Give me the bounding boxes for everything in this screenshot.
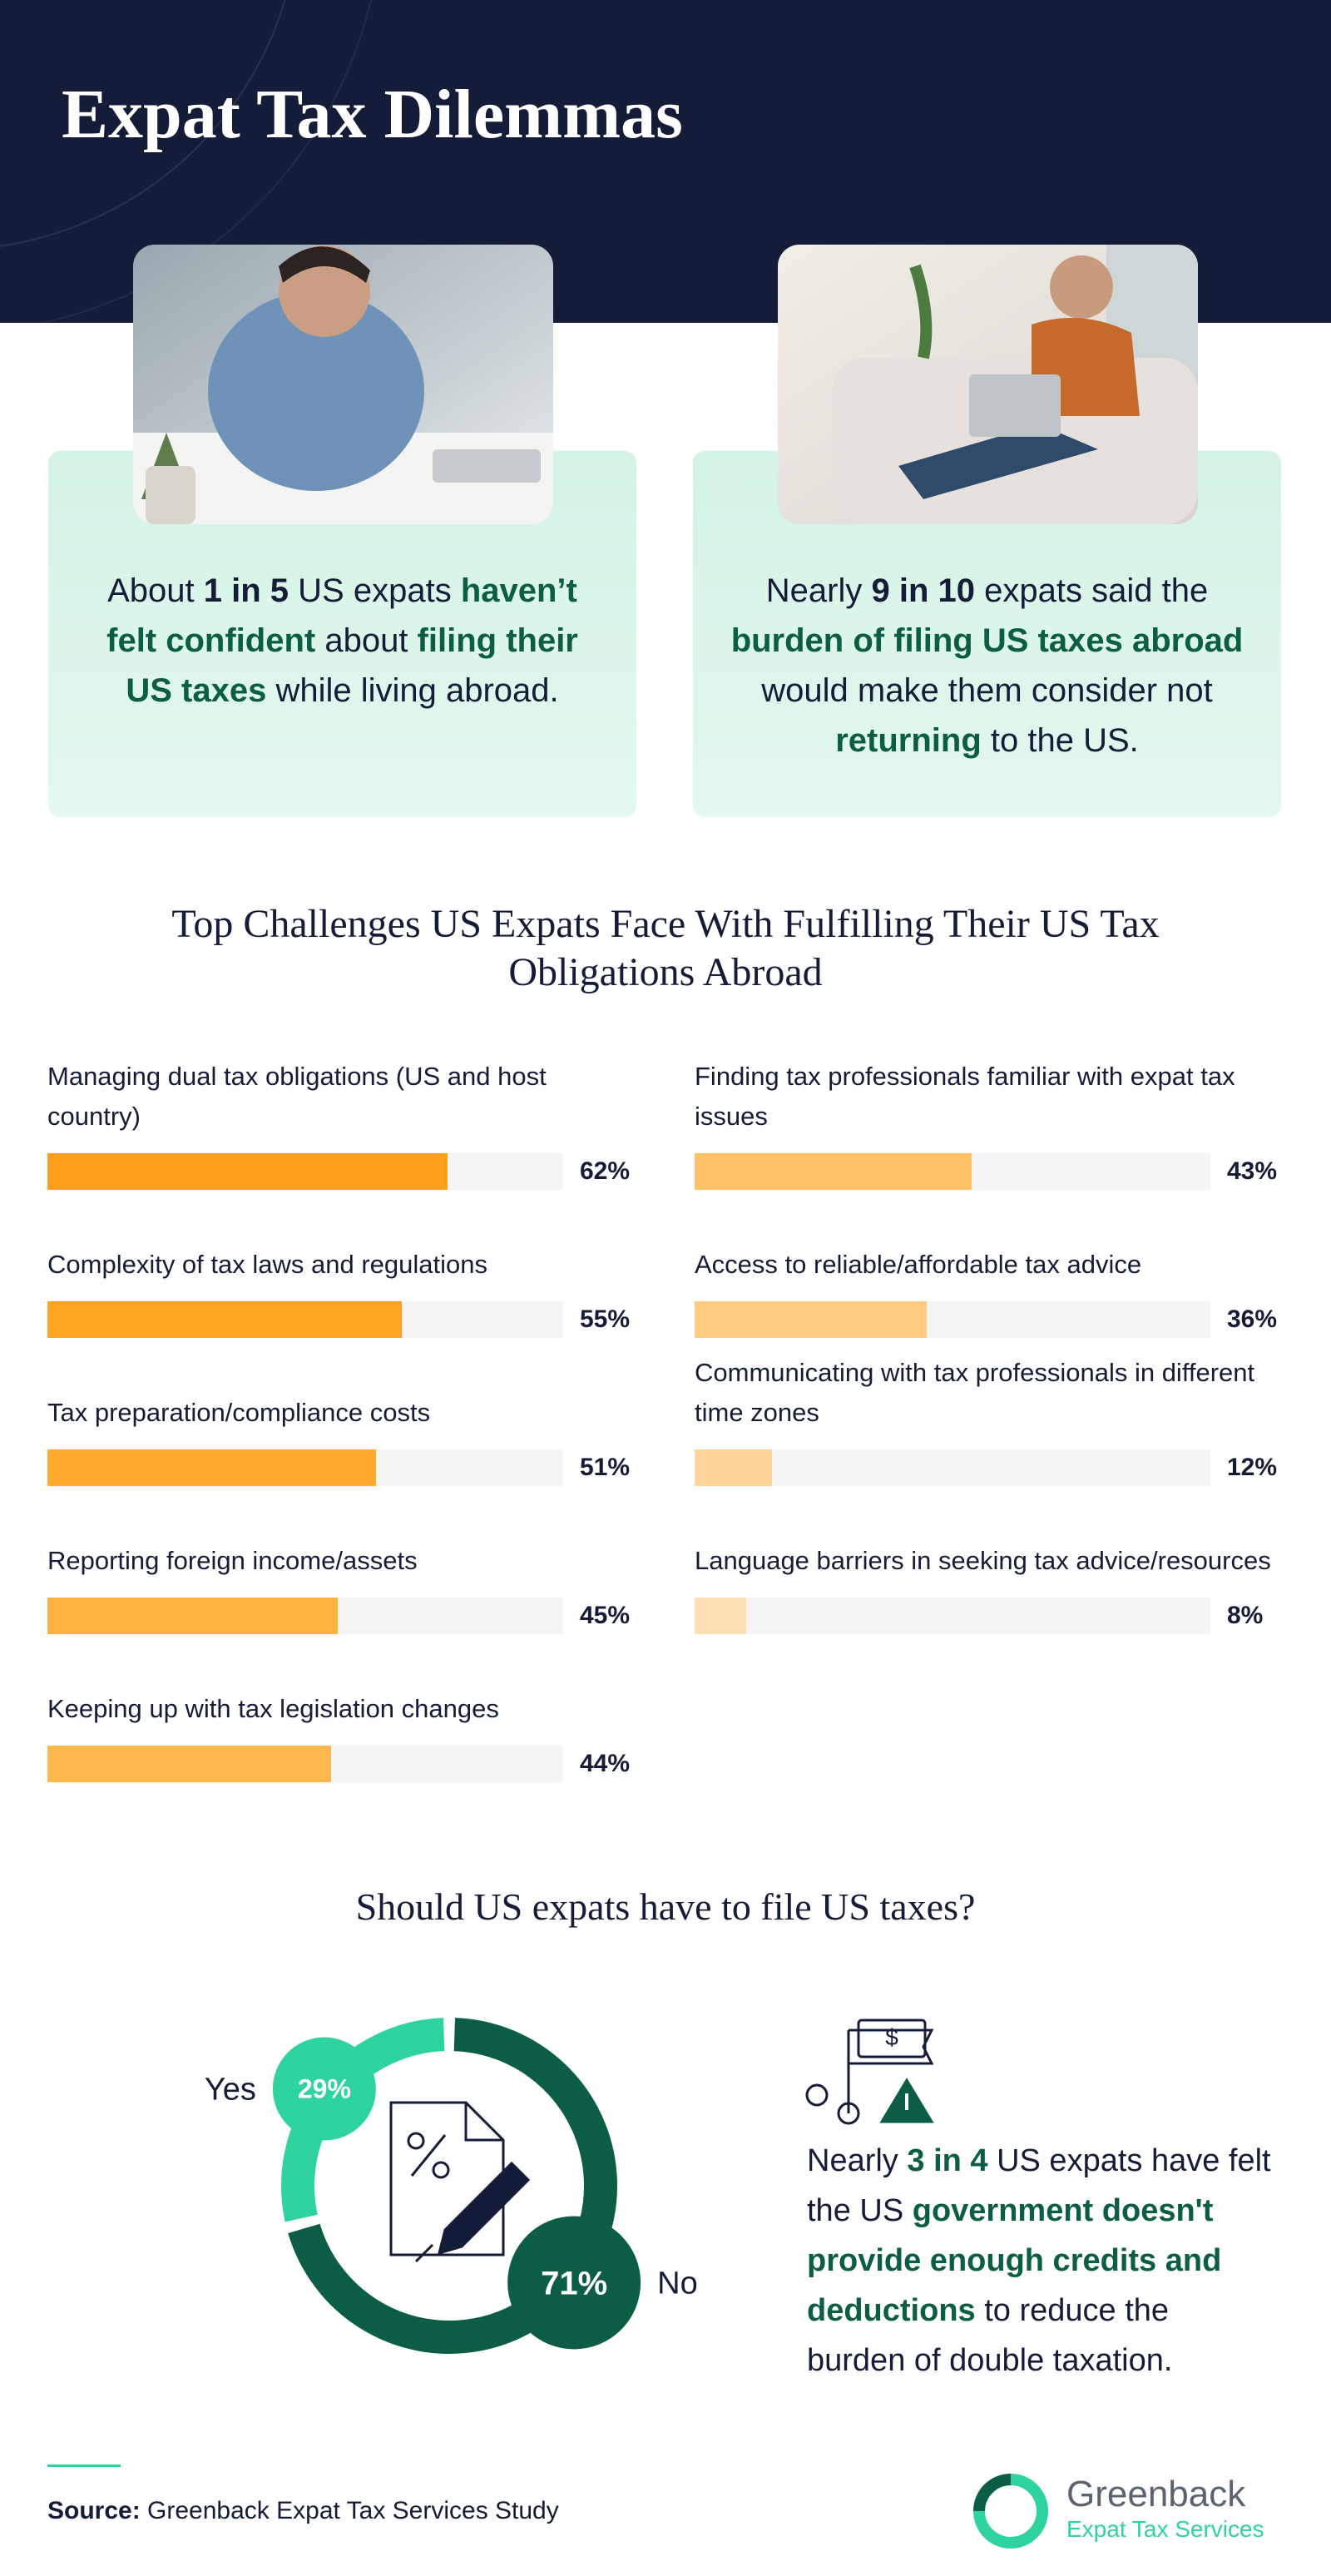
chart-title: Should US expats have to file US taxes? bbox=[355, 1885, 976, 1928]
text-run: expats said the bbox=[975, 572, 1209, 609]
emphasis: 9 in 10 bbox=[871, 572, 976, 609]
value-label: 51% bbox=[580, 1454, 631, 1481]
bar bbox=[47, 1449, 377, 1486]
text-run: Nearly bbox=[765, 572, 872, 609]
bar-label: Keeping up with tax legislation changes bbox=[47, 1694, 499, 1723]
text-run: to reduce the burden of double taxation. bbox=[807, 2293, 1173, 2378]
value-label: 55% bbox=[580, 1305, 631, 1333]
bar bbox=[695, 1301, 927, 1338]
card-text: About 1 in 5 US expats haven’t felt conf… bbox=[82, 566, 603, 716]
value-label: 71% bbox=[541, 2265, 607, 2301]
callout-text: Nearly 3 in 4 US expats have felt the US… bbox=[807, 2136, 1273, 2385]
bar-label: Complexity of tax laws and regulations bbox=[47, 1250, 487, 1279]
emphasis: government doesn't provide enough credit… bbox=[807, 2193, 1222, 2328]
bar-label: Managing dual tax obligations (US and ho… bbox=[47, 1062, 547, 1131]
text-run: Nearly bbox=[807, 2143, 908, 2178]
value-label: 12% bbox=[1227, 1454, 1278, 1481]
bar bbox=[47, 1153, 448, 1190]
source-text: Greenback Expat Tax Services Study bbox=[147, 2497, 559, 2524]
logo-mark bbox=[973, 2474, 1048, 2549]
bar bbox=[47, 1746, 331, 1782]
emphasis: returning bbox=[835, 722, 982, 759]
bar bbox=[695, 1153, 972, 1190]
emphasis: 1 in 5 bbox=[203, 572, 289, 609]
photo bbox=[778, 245, 1198, 524]
text-run: about bbox=[315, 622, 418, 659]
emphasis: filing their US taxes bbox=[126, 622, 578, 709]
bar-label: Tax preparation/compliance costs bbox=[47, 1398, 431, 1427]
money-flag-icon: $ bbox=[805, 2019, 934, 2125]
value-bubble bbox=[507, 2216, 641, 2350]
text-run: while living abroad. bbox=[266, 672, 559, 709]
value-label: 45% bbox=[580, 1602, 631, 1629]
logo-name: Greenback bbox=[1066, 2474, 1246, 2514]
value-label: 8% bbox=[1227, 1602, 1264, 1629]
value-label: 29% bbox=[298, 2074, 351, 2104]
bar-label: Language barriers in seeking tax advice/… bbox=[695, 1546, 1271, 1575]
text-run: About bbox=[107, 572, 204, 609]
bar-label: Communicating with tax professionals in … bbox=[695, 1358, 1255, 1427]
bar-track bbox=[695, 1598, 1210, 1634]
bar bbox=[47, 1598, 338, 1634]
svg-text:$: $ bbox=[885, 2024, 898, 2050]
photo bbox=[133, 245, 553, 524]
value-label: 62% bbox=[580, 1157, 631, 1185]
emphasis: burden of filing US taxes abroad bbox=[730, 622, 1244, 659]
source-rule bbox=[47, 2465, 121, 2467]
category-label: Yes bbox=[205, 2073, 256, 2108]
bar-label: Reporting foreign income/assets bbox=[47, 1546, 418, 1575]
text-run: to the US. bbox=[981, 722, 1139, 759]
source: Source: Greenback Expat Tax Services Stu… bbox=[47, 2494, 559, 2528]
source-label: Source: bbox=[47, 2497, 141, 2524]
category-label: No bbox=[657, 2266, 698, 2301]
document-icon bbox=[389, 2101, 531, 2263]
logo-tagline: Expat Tax Services bbox=[1066, 2516, 1264, 2542]
card-text: Nearly 9 in 10 expats said the burden of… bbox=[722, 566, 1252, 765]
bar bbox=[695, 1449, 772, 1486]
value-bubble bbox=[272, 2037, 376, 2141]
bar bbox=[695, 1598, 746, 1634]
text-run: US expats have felt the US bbox=[807, 2143, 1271, 2228]
text-run: US expats bbox=[289, 572, 461, 609]
bar-label: Access to reliable/affordable tax advice bbox=[695, 1250, 1142, 1279]
emphasis: 3 in 4 bbox=[907, 2143, 988, 2178]
bar-label: Finding tax professionals familiar with … bbox=[695, 1062, 1235, 1131]
page-title: Expat Tax Dilemmas bbox=[62, 76, 683, 153]
value-label: 44% bbox=[580, 1750, 631, 1777]
value-label: 36% bbox=[1227, 1305, 1278, 1333]
bar-track bbox=[695, 1449, 1210, 1486]
donut-chart: 29% Yes 71% No bbox=[205, 2018, 698, 2354]
text-run: would make them consider not bbox=[761, 672, 1213, 709]
bar bbox=[47, 1301, 403, 1338]
emphasis: haven’t felt confident bbox=[106, 572, 577, 659]
chart-title: Top Challenges US Expats Face With Fulfi… bbox=[171, 902, 1160, 994]
value-label: 43% bbox=[1227, 1157, 1278, 1185]
